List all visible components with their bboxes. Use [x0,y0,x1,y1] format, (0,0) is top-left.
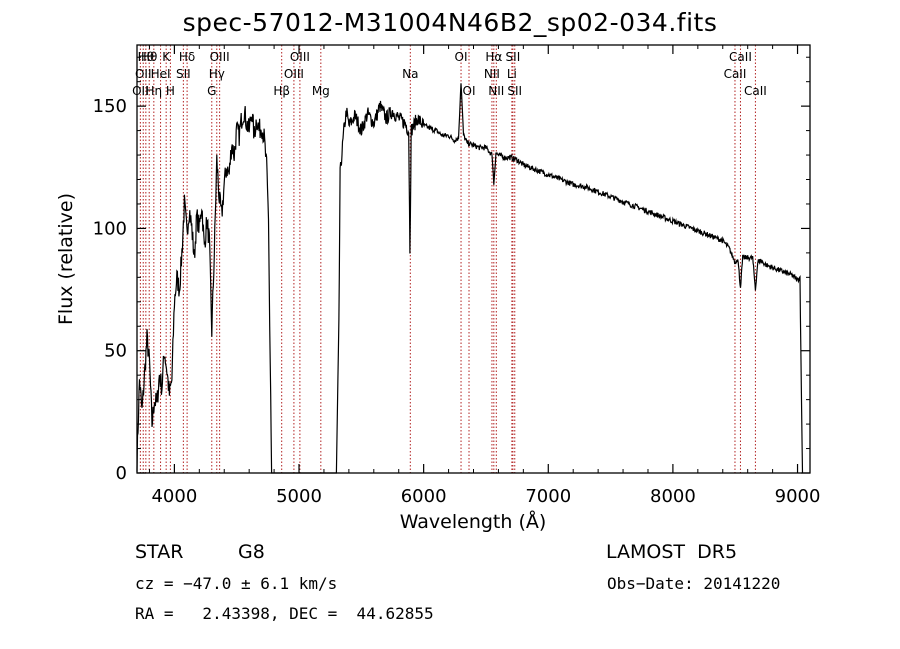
line-label: Hη [146,84,163,98]
chart-title: spec-57012-M31004N46B2_sp02-034.fits [182,8,718,37]
x-axis: 4000 5000 6000 7000 8000 9000 [148,45,821,507]
line-label: NII [488,84,504,98]
line-label: Hθ [141,50,157,64]
coordinates: RA = 2.43398, DEC = 44.62855 [135,604,434,623]
line-label: H [166,84,175,98]
line-label: Hα [485,50,502,64]
emission-line-labels: OIIOIIHθHθHηHeIKHSIIHδGHγOIIIHβOIIIOIIIM… [132,50,767,98]
x-tick-label: 7000 [525,486,571,507]
x-tick-label: 9000 [775,486,821,507]
y-tick-label: 100 [93,218,127,239]
y-tick-label: 50 [104,341,127,362]
line-label: SII [507,84,522,98]
line-label: CaII [729,50,752,64]
line-label: NII [484,67,500,81]
survey-name: LAMOST DR5 [606,541,738,563]
line-label: SII [506,50,521,64]
observation-date: Obs−Date: 20141220 [607,574,781,593]
line-label: OII [132,84,149,98]
x-tick-label: 5000 [276,486,322,507]
spectrum-line [136,83,804,474]
line-label: OI [463,84,476,98]
line-label: OII [135,67,152,81]
line-label: OIII [210,50,230,64]
emission-line-markers [139,45,756,473]
line-label: Hδ [179,50,195,64]
line-label: Mg [312,84,330,98]
x-tick-label: 8000 [650,486,696,507]
object-subclass: G8 [238,541,265,563]
x-axis-label: Wavelength (Å) [400,510,547,533]
line-label: Hθ [138,50,154,64]
y-tick-label: 150 [93,96,127,117]
plot-frame [136,44,811,474]
line-label: OIII [290,50,310,64]
object-class: STAR [135,541,184,563]
line-label: Na [402,67,418,81]
x-tick-label: 6000 [401,486,447,507]
y-axis-label: Flux (relative) [55,193,77,325]
line-label: CaII [724,67,747,81]
x-tick-label: 4000 [151,486,197,507]
line-label: HeI [151,67,171,81]
line-label: G [207,84,216,98]
y-tick-label: 0 [116,463,127,484]
y-axis: 0 50 100 150 [93,56,810,484]
line-label: Li [507,67,517,81]
line-label: CaII [744,84,767,98]
line-label: K [162,50,171,64]
line-label: SII [176,67,191,81]
redshift-velocity: cz = −47.0 ± 6.1 km/s [135,574,338,593]
line-label: OI [455,50,468,64]
line-label: Hβ [273,84,290,98]
line-label: Hγ [209,67,225,81]
line-label: OIII [284,67,304,81]
